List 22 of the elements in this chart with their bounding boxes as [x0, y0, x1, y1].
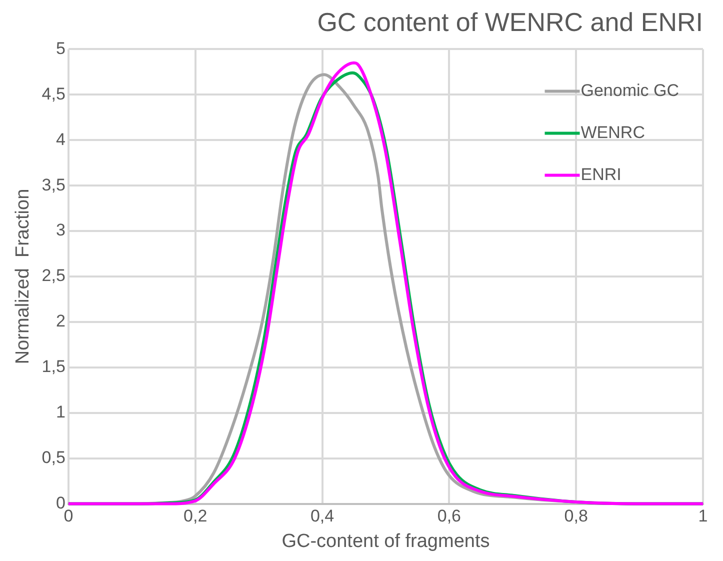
legend-label: Genomic GC — [580, 80, 679, 100]
y-tick-label: 0,5 — [42, 448, 66, 468]
x-tick-label: 0,4 — [310, 506, 334, 526]
y-tick-label: 2,5 — [42, 266, 66, 286]
y-tick-label: 1 — [56, 402, 66, 422]
y-tick-label: 4,5 — [42, 84, 66, 104]
y-axis-title: Normalized Fraction — [12, 188, 34, 364]
y-tick-label: 3,5 — [42, 175, 66, 194]
y-tick-label: 1,5 — [42, 357, 66, 376]
x-tick-label: 0,2 — [184, 506, 208, 526]
y-tick-label: 2 — [56, 312, 66, 331]
legend-label: WENRC — [580, 122, 645, 142]
y-tick-label: 5 — [56, 38, 66, 58]
y-tick-label: 3 — [56, 220, 66, 240]
chart-title: GC content of WENRC and ENRI — [317, 6, 703, 37]
x-tick-label: 1 — [698, 506, 708, 526]
y-tick-label: 4 — [56, 130, 66, 149]
legend-label: ENRI — [580, 164, 622, 184]
x-axis-title: GC-content of fragments — [282, 530, 490, 552]
y-tick-label: 0 — [56, 493, 66, 512]
x-tick-label: 0,6 — [437, 506, 461, 526]
x-tick-label: 0,8 — [564, 506, 588, 526]
